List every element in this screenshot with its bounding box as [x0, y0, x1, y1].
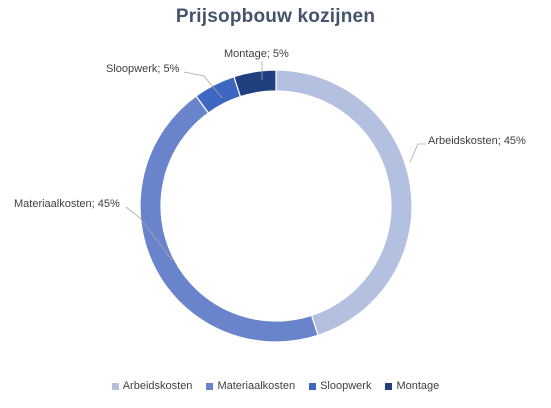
donut-slices — [139, 69, 413, 343]
data-label-materiaalkosten: Materiaalkosten; 45% — [14, 198, 120, 210]
leader-lines — [125, 61, 426, 261]
legend-label: Arbeidskosten — [122, 380, 193, 392]
leader-line-arbeidskosten — [409, 143, 426, 163]
donut-slice-materiaalkosten — [139, 95, 319, 343]
data-label-montage: Montage; 5% — [224, 48, 289, 60]
legend-label: Materiaalkosten — [217, 380, 296, 392]
legend-item-arbeidskosten: Arbeidskosten — [111, 380, 193, 392]
legend-swatch — [111, 382, 119, 390]
legend-swatch — [385, 382, 393, 390]
legend-swatch — [206, 382, 214, 390]
donut-slice-arbeidskosten — [275, 69, 413, 337]
legend: Arbeidskosten Materiaalkosten Sloopwerk Mon… — [0, 380, 551, 392]
leader-line-materiaalkosten — [125, 206, 173, 261]
chart-title: Prijsopbouw kozijnen — [175, 6, 376, 27]
donut-slice-montage — [233, 69, 277, 98]
legend-swatch — [309, 382, 317, 390]
legend-label: Sloopwerk — [320, 380, 372, 392]
data-label-sloopwerk: Sloopwerk; 5% — [106, 63, 180, 75]
data-labels: Arbeidskosten; 45% Materiaalkosten; 45% Sl… — [14, 48, 526, 210]
legend-item-materiaalkosten: Materiaalkosten — [206, 380, 295, 392]
legend-label: Montage — [396, 380, 440, 392]
leader-line-sloopwerk — [183, 71, 223, 99]
data-label-arbeidskosten: Arbeidskosten; 45% — [428, 135, 526, 147]
legend-item-montage: Montage — [385, 380, 439, 392]
legend-item-sloopwerk: Sloopwerk — [309, 380, 371, 392]
